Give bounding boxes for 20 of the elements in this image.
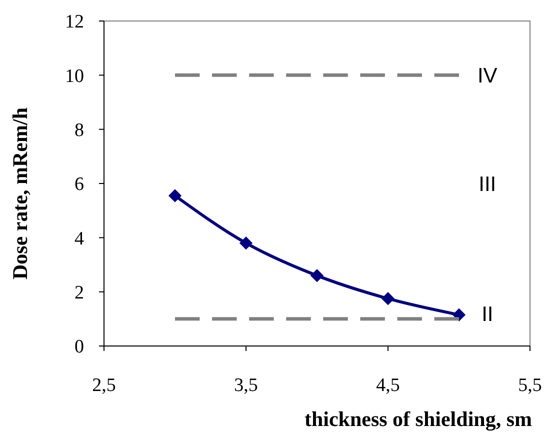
x-tick-label: 3,5: [234, 375, 258, 396]
y-tick-label: 10: [65, 66, 84, 87]
x-axis-title: thickness of shielding, sm: [304, 407, 533, 431]
x-tick-label: 5,5: [518, 375, 542, 396]
y-tick-label: 12: [65, 12, 84, 33]
y-tick-label: 0: [74, 336, 84, 358]
point: [239, 236, 253, 250]
point: [310, 269, 324, 282]
y-tick-label: 6: [74, 174, 84, 196]
annotation: II: [482, 302, 494, 326]
x-tick-label: 2,5: [92, 375, 116, 396]
x-tick-label: 4,5: [376, 375, 400, 396]
y-tick-label: 8: [74, 120, 84, 141]
y-tick-label: 4: [74, 228, 84, 250]
y-axis-title: Dose rate, mRem/h: [8, 107, 32, 280]
annotation: III: [478, 172, 496, 196]
y-tick-label: 2: [74, 282, 84, 304]
annotation: IV: [477, 64, 498, 88]
point: [381, 292, 395, 306]
point: [168, 189, 182, 202]
